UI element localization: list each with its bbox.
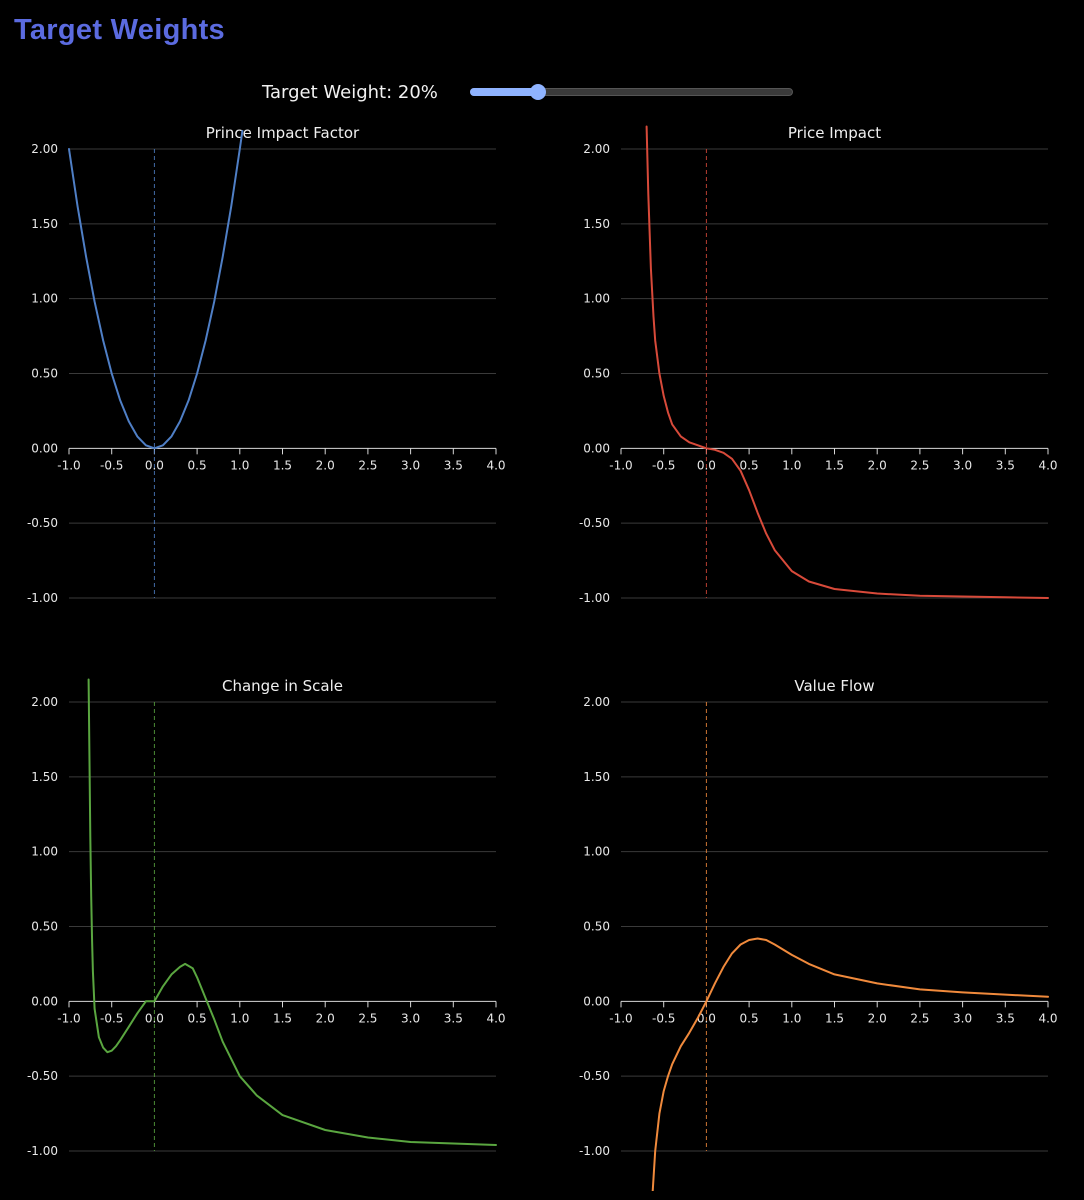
y-tick-label: 1.50 — [583, 217, 610, 231]
x-tick-label: 3.5 — [444, 1011, 463, 1025]
chart-title: Price Impact — [788, 124, 881, 142]
x-tick-label: 3.5 — [996, 1011, 1015, 1025]
slider-fill — [470, 88, 538, 96]
y-tick-label: 0.50 — [583, 367, 610, 381]
x-tick-label: -0.5 — [652, 1011, 675, 1025]
x-tick-label: 1.0 — [230, 1011, 249, 1025]
x-tick-label: 2.0 — [868, 458, 887, 472]
target-weight-control: Target Weight: 20% — [262, 78, 793, 106]
target-weight-slider[interactable] — [470, 84, 793, 100]
x-tick-label: 1.0 — [782, 1011, 801, 1025]
x-tick-label: 2.0 — [868, 1011, 887, 1025]
x-tick-label: -1.0 — [57, 458, 80, 472]
x-tick-label: 3.0 — [953, 1011, 972, 1025]
x-tick-label: 2.5 — [910, 1011, 929, 1025]
x-tick-label: 1.5 — [273, 458, 292, 472]
y-tick-label: 0.00 — [583, 441, 610, 455]
chart-2: Price Impact 2.00 1.50 1.00 0.50 0.00 -0.50 -1.… — [579, 124, 1058, 605]
y-tick-label: 1.00 — [583, 292, 610, 306]
y-tick-label: 1.00 — [31, 292, 58, 306]
target-weight-label: Target Weight: 20% — [262, 82, 438, 103]
x-tick-label: 0.5 — [188, 1011, 207, 1025]
x-tick-label: 2.5 — [358, 1011, 377, 1025]
y-tick-label: 2.00 — [31, 142, 58, 156]
x-tick-label: 1.0 — [230, 458, 249, 472]
y-tick-label: -1.00 — [579, 591, 610, 605]
target-weight-label-prefix: Target Weight: — [262, 81, 398, 103]
series-line — [645, 125, 1049, 599]
x-tick-label: 3.0 — [401, 458, 420, 472]
x-tick-label: 4.0 — [1038, 458, 1057, 472]
slider-thumb[interactable] — [529, 84, 546, 100]
target-weight-value: 20% — [397, 81, 438, 103]
y-tick-label: -1.00 — [27, 591, 58, 605]
y-tick-label: -0.50 — [579, 1069, 610, 1083]
x-tick-label: 1.0 — [782, 458, 801, 472]
x-tick-label: 4.0 — [486, 458, 505, 472]
y-tick-label: 0.00 — [583, 994, 610, 1008]
x-tick-label: 2.5 — [358, 458, 377, 472]
y-tick-label: 2.00 — [583, 695, 610, 709]
x-tick-label: 1.5 — [825, 1011, 844, 1025]
x-tick-label: 0.5 — [740, 1011, 759, 1025]
y-tick-label: -0.50 — [27, 1069, 58, 1083]
x-tick-label: 3.5 — [444, 458, 463, 472]
x-tick-label: -0.5 — [100, 458, 123, 472]
y-tick-label: -0.50 — [27, 516, 58, 530]
y-tick-label: 1.50 — [31, 217, 58, 231]
x-tick-label: 3.5 — [996, 458, 1015, 472]
x-tick-label: 4.0 — [486, 1011, 505, 1025]
y-tick-label: 0.50 — [31, 367, 58, 381]
y-tick-label: 2.00 — [31, 695, 58, 709]
chart-title: Prince Impact Factor — [206, 124, 360, 142]
y-tick-label: 1.00 — [583, 845, 610, 859]
y-tick-label: -1.00 — [579, 1144, 610, 1158]
x-tick-label: -1.0 — [609, 458, 632, 472]
x-tick-label: 2.0 — [316, 1011, 335, 1025]
chart-title: Change in Scale — [222, 677, 343, 695]
y-tick-label: 0.00 — [31, 994, 58, 1008]
x-tick-label: -0.5 — [100, 1011, 123, 1025]
x-tick-label: -1.0 — [57, 1011, 80, 1025]
y-tick-label: -1.00 — [27, 1144, 58, 1158]
x-tick-label: -0.5 — [652, 458, 675, 472]
series-line — [87, 678, 497, 1146]
x-tick-label: 2.5 — [910, 458, 929, 472]
series-line — [68, 130, 244, 450]
y-tick-label: 1.50 — [31, 770, 58, 784]
y-tick-label: 0.50 — [583, 920, 610, 934]
chart-title: Value Flow — [794, 677, 874, 695]
chart-3: Change in Scale2.001.501.000.500.00-0.50… — [27, 677, 506, 1158]
x-tick-label: 1.5 — [273, 1011, 292, 1025]
y-tick-label: 2.00 — [583, 142, 610, 156]
y-tick-label: 1.50 — [583, 770, 610, 784]
y-tick-label: 1.00 — [31, 845, 58, 859]
x-tick-label: 3.0 — [953, 458, 972, 472]
x-tick-label: 0.5 — [188, 458, 207, 472]
x-tick-label: 4.0 — [1038, 1011, 1057, 1025]
chart-4: Value Flow2.001.501.000.500.00-0.50-1.00… — [579, 677, 1058, 1191]
y-tick-label: 0.50 — [31, 920, 58, 934]
x-tick-label: -1.0 — [609, 1011, 632, 1025]
series-line — [651, 937, 1049, 1191]
chart-1: Prince Impact Factor 2.00 1.50 1.00 0.50 0.00… — [27, 124, 506, 605]
x-tick-label: 2.0 — [316, 458, 335, 472]
page-title: Target Weights — [14, 14, 225, 46]
y-tick-label: -0.50 — [579, 516, 610, 530]
x-tick-label: 3.0 — [401, 1011, 420, 1025]
y-tick-label: 0.00 — [31, 441, 58, 455]
x-tick-label: 0.5 — [740, 458, 759, 472]
x-tick-label: 1.5 — [825, 458, 844, 472]
